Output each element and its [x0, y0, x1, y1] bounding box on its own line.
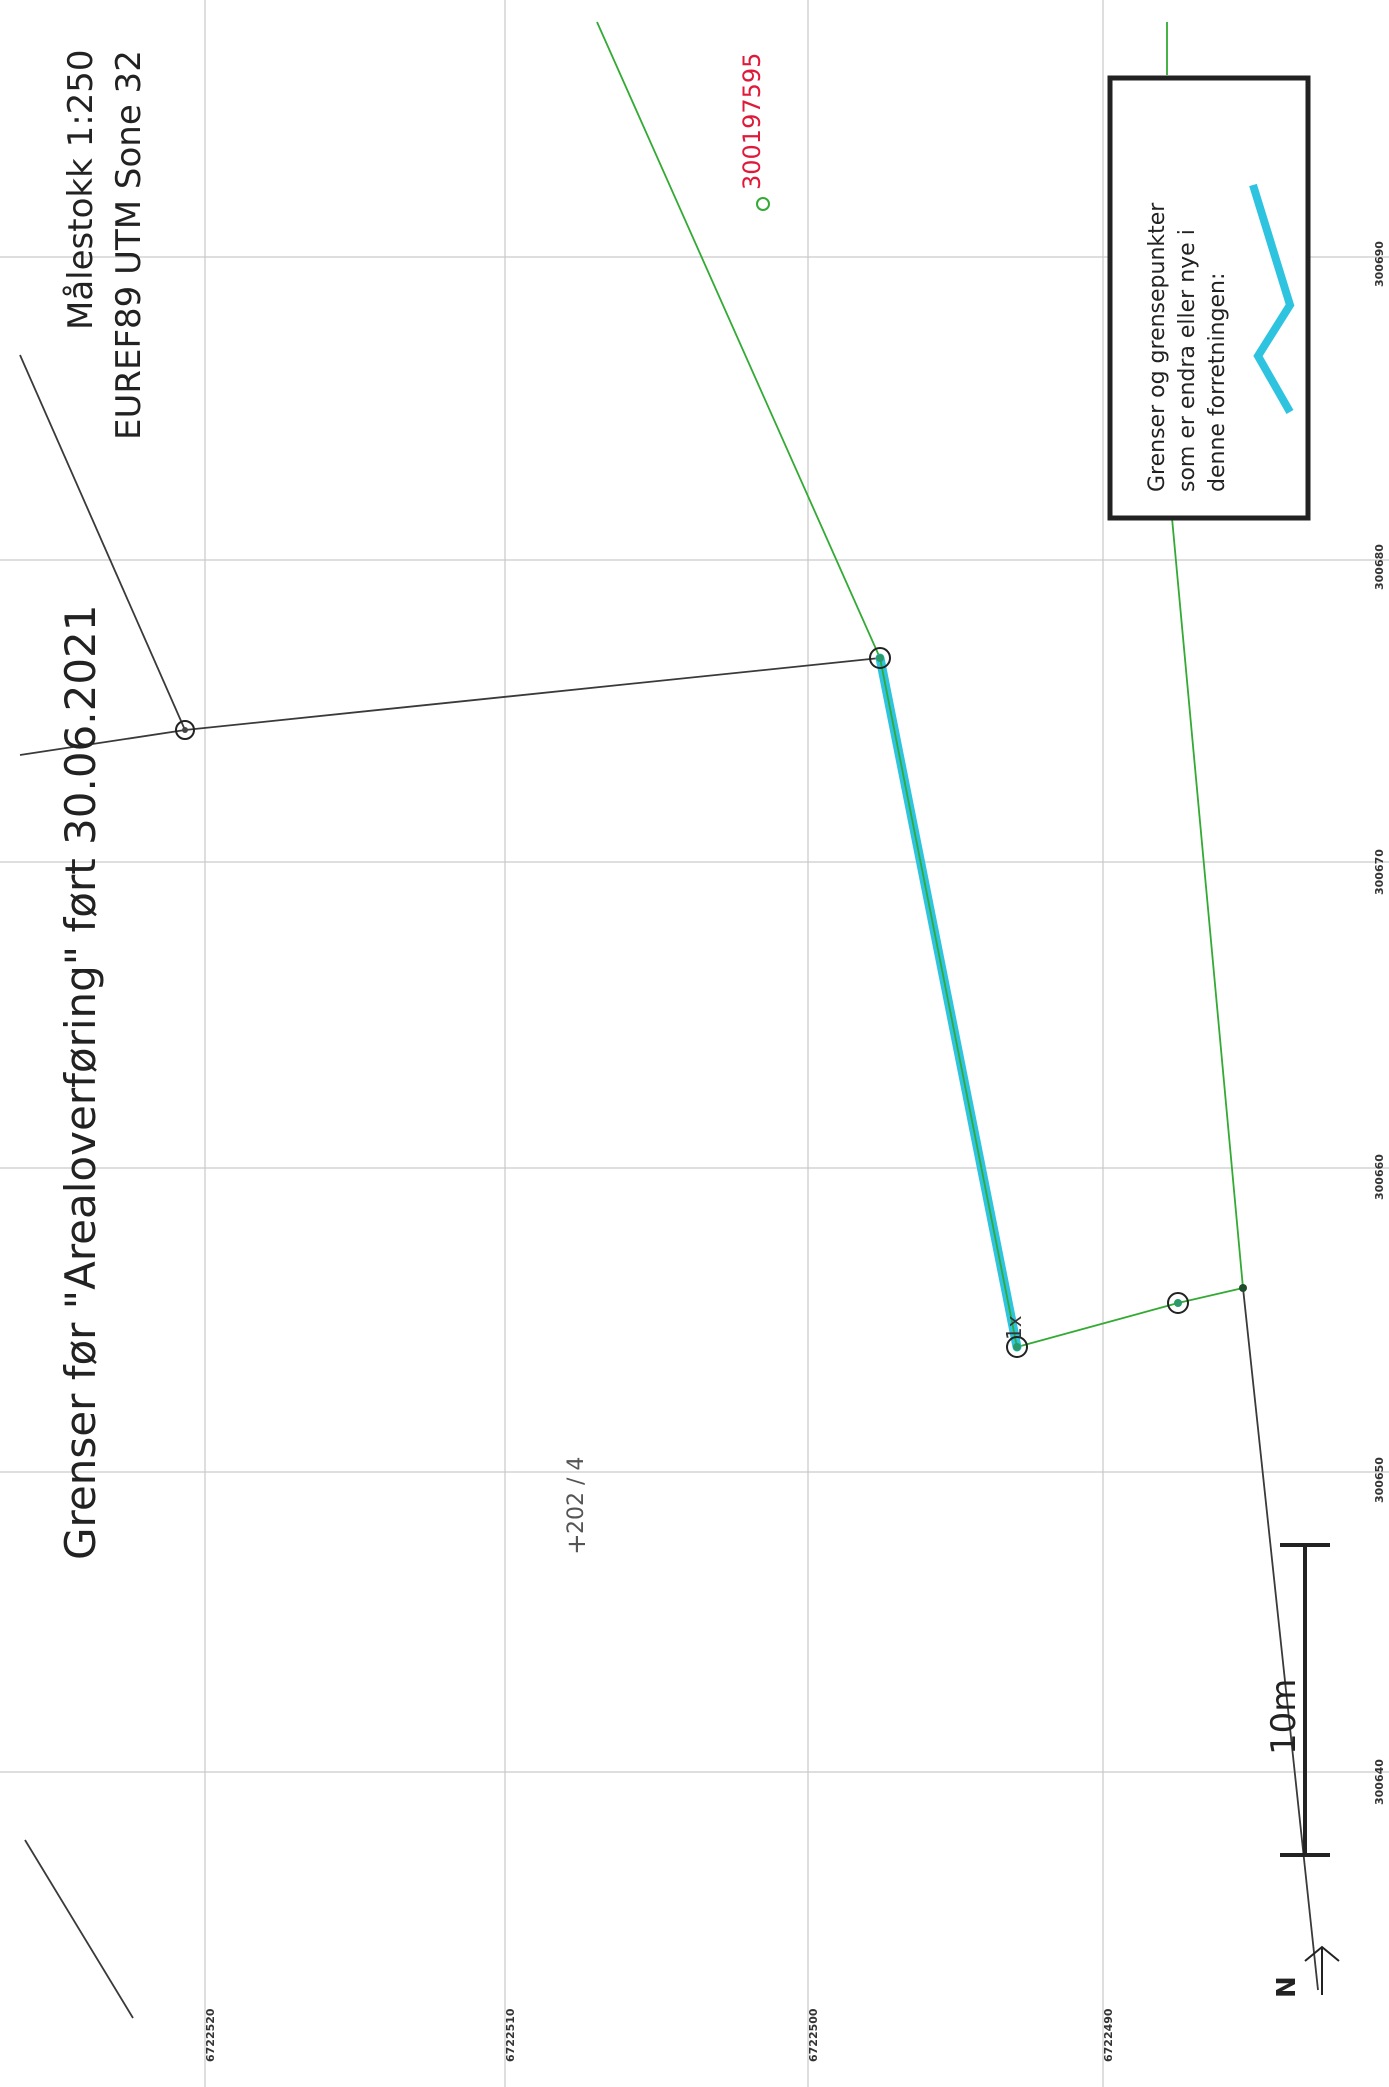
easting-label: 300660: [1373, 1154, 1386, 1200]
boundary-line: [1242, 1287, 1319, 1991]
map-title: Grenser før "Arealoverføring" ført 30.06…: [56, 605, 105, 1561]
northing-label: 6722510: [504, 2008, 517, 2062]
boundary-line: [596, 21, 881, 659]
easting-label: 300680: [1373, 544, 1386, 590]
boundary-point: [175, 720, 195, 740]
easting-labels: 300640 300650 300660 300670 300680 30069…: [1373, 241, 1386, 1805]
boundary-line: [184, 657, 881, 731]
scale-bar: [1280, 1543, 1330, 1857]
easting-label: 300670: [1373, 849, 1386, 895]
boundary-point: [869, 647, 891, 669]
legend: Grenser og grensepunkter som er endra el…: [1107, 75, 1311, 521]
northing-label: 6722500: [807, 2008, 820, 2062]
boundary-line: [1016, 1302, 1179, 1348]
legend-box: [1107, 75, 1311, 521]
projection-text: EUREF89 UTM Sone 32: [109, 50, 149, 440]
boundary-line: [19, 729, 186, 756]
boundary-line: [879, 657, 1018, 1348]
boundary-line: [1177, 1287, 1244, 1304]
easting-label: 300650: [1373, 1457, 1386, 1503]
northing-labels: 6722520 6722510 6722500 6722490: [204, 2008, 1115, 2062]
parcel-label: 202 / 4: [564, 1457, 589, 1534]
point-marker: 1x: [1002, 1315, 1026, 1340]
scale-bar-label: 10m: [1264, 1679, 1304, 1755]
legend-line-2: som er endra eller nye i: [1175, 229, 1200, 492]
north-arrow-icon: [1304, 1945, 1340, 1995]
boundary-line: [19, 354, 186, 731]
easting-label: 300640: [1373, 1759, 1386, 1805]
boundary-line: [1171, 517, 1244, 1289]
northing-label: 6722520: [204, 2008, 217, 2062]
easting-label: 300690: [1373, 241, 1386, 287]
boundary-points: [175, 197, 1247, 1358]
legend-changed-boundary-icon: [1249, 183, 1295, 414]
existing-boundaries: [596, 21, 1244, 1348]
point-number-label: 300197595: [738, 53, 766, 190]
legend-line-1: Grenser og grensepunkter: [1145, 202, 1170, 492]
parcel-label-group: + 202 / 4: [562, 1457, 592, 1555]
boundary-line: [24, 1839, 134, 2019]
northing-label: 6722490: [1102, 2008, 1115, 2062]
scale-text: Målestokk 1:250: [61, 49, 101, 330]
reference-point: [756, 197, 770, 211]
boundary-point: [1239, 1284, 1247, 1292]
boundary-point: [1006, 1336, 1028, 1358]
parcel-cross-icon: +: [562, 1533, 592, 1555]
boundary-point: [1167, 1292, 1189, 1314]
changed-boundary: [875, 653, 1022, 1352]
legend-line-3: denne forretningen:: [1205, 273, 1230, 492]
north-label: N: [1272, 1976, 1302, 1998]
old-boundaries: [19, 354, 1319, 2019]
